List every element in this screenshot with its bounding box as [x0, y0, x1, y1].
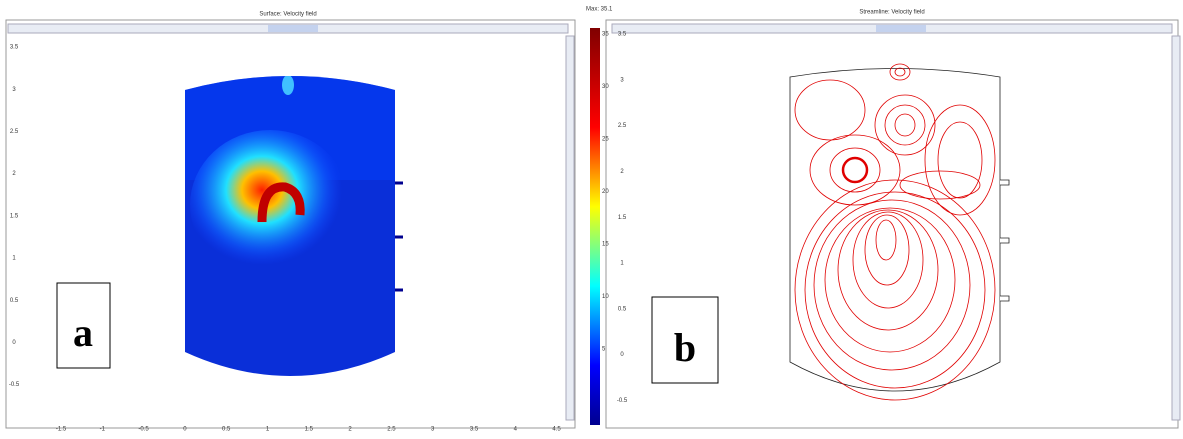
colorbar-tick-label: 35	[602, 32, 609, 38]
scroll-thumb[interactable]	[268, 25, 318, 32]
panel-title: Surface: Velocity field	[259, 12, 316, 18]
y-tick-label: -0.5	[617, 398, 628, 404]
x-tick-label: -0.5	[138, 427, 149, 433]
v-scrollbar[interactable]	[1172, 36, 1180, 420]
x-tick-label: 1.5	[305, 427, 314, 433]
y-tick-label: 3.5	[10, 45, 19, 51]
screenshot: Surface: Velocity field a Max: 35.1 Stre…	[0, 0, 1183, 434]
y-tick-label: 1.5	[10, 213, 19, 219]
y-tick-label: 3.5	[618, 32, 627, 38]
colorbar-max: Max: 35.1	[586, 7, 613, 13]
x-tick-label: 0.5	[222, 427, 231, 433]
y-tick-label: 2.5	[618, 123, 627, 129]
y-tick-label: 0.5	[618, 306, 627, 312]
x-tick-label: -1	[100, 427, 106, 433]
colorbar-tick-label: 5	[602, 347, 606, 353]
v-scrollbar[interactable]	[566, 36, 574, 420]
colorbar-tick-label: 25	[602, 137, 609, 143]
colorbar	[590, 28, 600, 425]
velocity-surface	[180, 60, 400, 400]
y-tick-label: -0.5	[9, 382, 20, 388]
y-tick-label: 1.5	[618, 215, 627, 221]
colorbar-tick-label: 10	[602, 294, 609, 300]
x-tick-label: 4.5	[552, 427, 561, 433]
panel-label: a	[73, 310, 93, 355]
y-tick-label: 0.5	[10, 298, 19, 304]
scroll-thumb[interactable]	[876, 25, 926, 32]
panel-title: Streamline: Velocity field	[859, 10, 924, 16]
x-tick-label: 3.5	[470, 427, 479, 433]
x-tick-label: 2.5	[387, 427, 396, 433]
panel-label: b	[674, 325, 696, 370]
colorbar-tick-label: 30	[602, 84, 609, 90]
y-tick-label: 2.5	[10, 129, 19, 135]
x-tick-label: -1.5	[56, 427, 67, 433]
colorbar-tick-label: 20	[602, 189, 609, 195]
colorbar-tick-label: 15	[602, 242, 609, 248]
